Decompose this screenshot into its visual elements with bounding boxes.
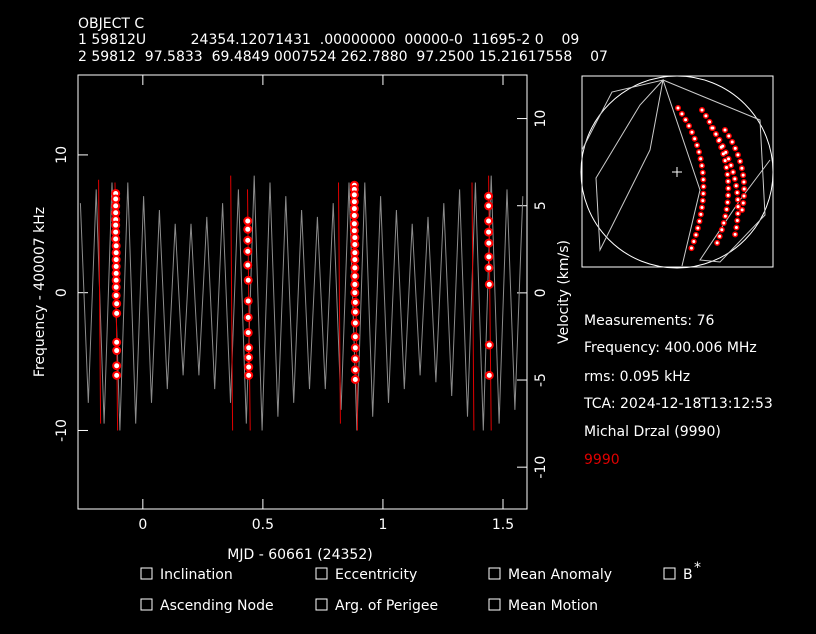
info-line: rms: 0.095 kHz — [584, 369, 690, 385]
y-tick-label: 0 — [54, 288, 70, 297]
measurement — [350, 288, 360, 298]
y2-axis-label: Velocity (km/s) — [556, 240, 572, 344]
measurement — [112, 308, 122, 318]
y2-tick-label: -10 — [533, 456, 549, 479]
measurement — [350, 365, 360, 375]
station-label: 9990 — [584, 452, 620, 468]
measurement — [484, 263, 494, 273]
info-line: Michal Drzal (9990) — [584, 424, 721, 440]
measurement — [350, 374, 360, 384]
y2-tick-label: 5 — [533, 201, 549, 210]
checkbox-label: Eccentricity — [335, 567, 417, 583]
checkbox-label: Ascending Node — [160, 598, 274, 614]
y-tick-label: 10 — [54, 146, 70, 164]
sky-plot — [580, 75, 774, 269]
checkbox[interactable] — [488, 567, 501, 580]
y2-tick-label: -5 — [533, 373, 549, 387]
measurement — [350, 255, 360, 265]
x-tick-label: 0 — [138, 517, 147, 533]
measurement — [350, 271, 360, 281]
measurement — [244, 362, 254, 372]
y-tick-label: -10 — [54, 419, 70, 442]
measurement — [243, 275, 253, 285]
y-axis-label: Frequency - 400007 kHz — [32, 207, 48, 377]
measurement — [112, 299, 122, 309]
measurement — [243, 328, 253, 338]
measurement — [350, 318, 360, 328]
measurement — [243, 216, 253, 226]
controls: Inclination Eccentricity Mean Anomaly B * Asc… — [140, 560, 701, 614]
header-line: 2 59812 97.5833 69.4849 0007524 262.7880… — [78, 49, 608, 65]
measurement — [484, 227, 494, 237]
measurement — [243, 312, 253, 322]
measurement — [350, 263, 360, 273]
measurement — [349, 211, 359, 221]
checkbox[interactable] — [140, 598, 153, 611]
checkbox[interactable] — [140, 567, 153, 580]
checkbox[interactable] — [315, 598, 328, 611]
measurement — [484, 238, 494, 248]
checkbox-label: Mean Motion — [508, 598, 598, 614]
measurement — [484, 340, 494, 350]
measurement — [243, 296, 253, 306]
measurement — [112, 361, 122, 371]
measurement — [484, 216, 494, 226]
checkbox-label: B — [683, 567, 693, 583]
measurement — [350, 307, 360, 317]
y2-tick-label: 10 — [533, 110, 549, 128]
x-axis-label: MJD - 60661 (24352) — [227, 547, 372, 563]
measurement — [484, 191, 494, 201]
checkbox[interactable] — [663, 567, 676, 580]
x-tick-label: 0.5 — [252, 517, 274, 533]
measurement — [350, 297, 360, 307]
measurement — [243, 235, 253, 245]
measurement — [484, 201, 494, 211]
measurement — [111, 282, 121, 292]
measurement — [484, 252, 494, 262]
x-tick-label: 1 — [378, 517, 387, 533]
measurement — [112, 346, 122, 356]
sky-track — [581, 79, 701, 267]
header-line: OBJECT C — [78, 16, 144, 32]
info-line: Frequency: 400.006 MHz — [584, 340, 757, 356]
plot-frame — [77, 74, 528, 510]
y2-tick-label: 0 — [533, 288, 549, 297]
measurement — [350, 343, 360, 353]
model-curve — [79, 175, 524, 431]
sky-center — [672, 167, 682, 177]
checkbox[interactable] — [488, 598, 501, 611]
checkbox[interactable] — [315, 567, 328, 580]
measurement — [350, 279, 360, 289]
checkbox-label-sup: * — [694, 560, 701, 576]
checkbox-label: Arg. of Perigee — [335, 598, 438, 614]
measurement — [350, 332, 360, 342]
measurement — [243, 224, 253, 234]
measurement — [484, 279, 494, 289]
measurement — [112, 370, 122, 380]
measurement — [111, 290, 121, 300]
measurement — [484, 370, 494, 380]
sky-points — [675, 105, 748, 255]
info-line: TCA: 2024-12-18T13:12:53 — [583, 396, 773, 412]
measurement — [244, 343, 254, 353]
sky-horizon — [580, 75, 774, 269]
measurement — [244, 352, 254, 362]
measurement — [350, 354, 360, 364]
measurement — [350, 239, 360, 249]
checkbox-label: Mean Anomaly — [508, 567, 612, 583]
measurement — [244, 370, 254, 380]
measurement — [243, 260, 253, 270]
x-tick-label: 1.5 — [492, 517, 514, 533]
measurement — [243, 246, 253, 256]
measurement — [112, 337, 122, 347]
checkbox-label: Inclination — [160, 567, 233, 583]
info-line: Measurements: 76 — [584, 313, 714, 329]
header-line: 1 59812U 24354.12071431 .00000000 00000-… — [78, 32, 579, 48]
